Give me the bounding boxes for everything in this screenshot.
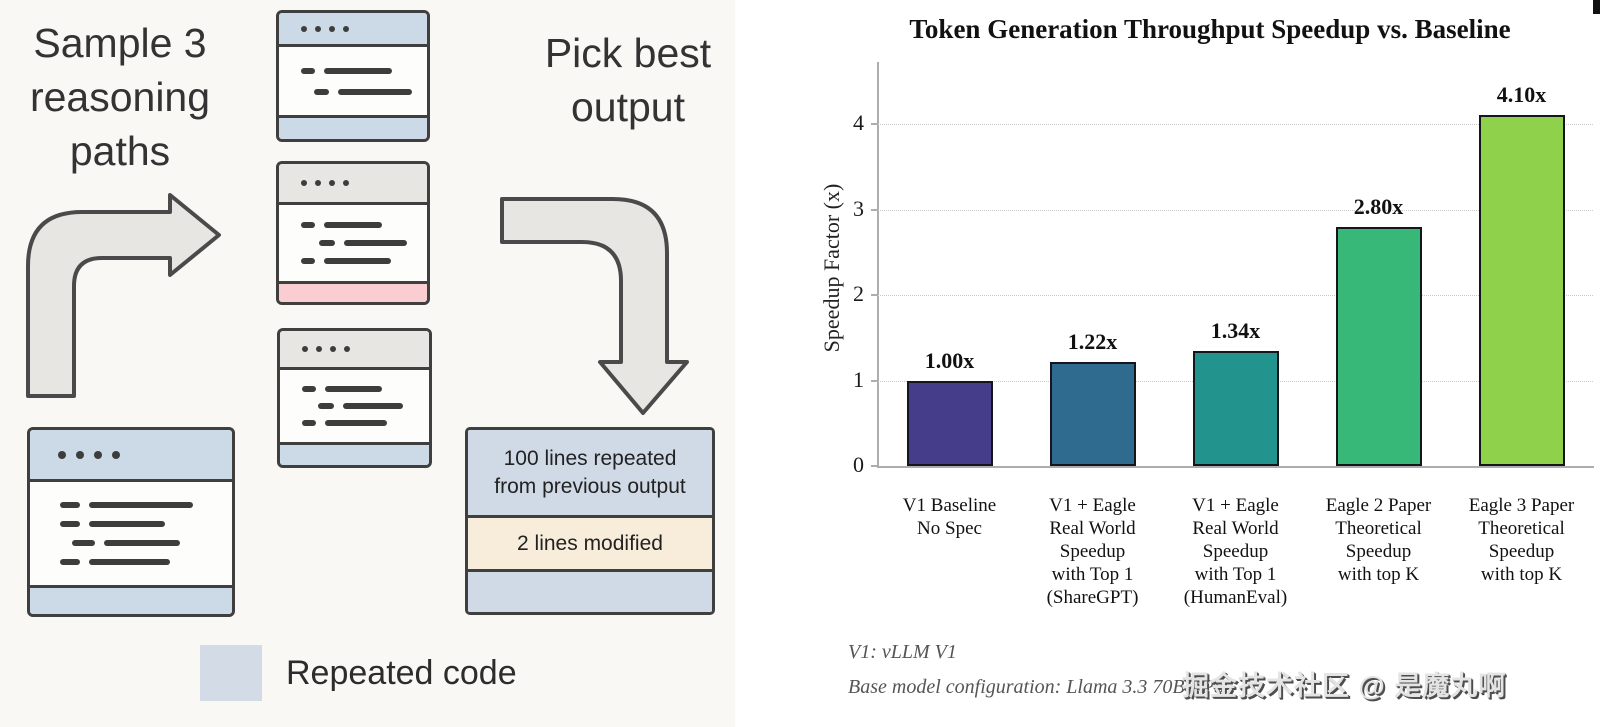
x-tick-label: V1 + Eagle Real World Speedup with Top 1… bbox=[1046, 495, 1139, 608]
bar-value-label: 1.34x bbox=[1210, 318, 1261, 344]
code-card-previous-output bbox=[27, 427, 235, 617]
arrow-down-icon bbox=[500, 197, 689, 415]
repeated-code-footer bbox=[279, 115, 427, 139]
bar bbox=[1478, 115, 1565, 466]
gridline bbox=[878, 209, 1593, 211]
y-axis-spine bbox=[877, 62, 879, 467]
pick-best-output-label: Pick best output bbox=[544, 30, 712, 130]
repeated-code-footer bbox=[30, 585, 232, 614]
legend-label: Repeated code bbox=[286, 654, 517, 692]
code-card-3 bbox=[277, 328, 432, 468]
x-tick-label: V1 Baseline No Spec bbox=[902, 495, 997, 539]
modified-code-footer bbox=[279, 281, 427, 302]
repeated-code-footer bbox=[280, 442, 429, 465]
bar bbox=[1049, 361, 1136, 466]
repeated-lines-section: 100 lines repeated from previous output bbox=[468, 430, 712, 518]
code-card-1 bbox=[276, 10, 430, 142]
chart-note-v1: V1: vLLM V1 bbox=[848, 641, 957, 663]
corner-mark bbox=[1593, 0, 1600, 14]
y-tick-mark bbox=[871, 208, 877, 211]
x-tick-label: Eagle 2 Paper Theoretical Speedup with t… bbox=[1325, 495, 1432, 585]
code-lines bbox=[279, 47, 427, 115]
y-tick-label: 0 bbox=[853, 452, 864, 477]
x-tick-label: V1 + Eagle Real World Speedup with Top 1… bbox=[1183, 495, 1288, 608]
bar-value-label: 4.10x bbox=[1496, 82, 1547, 108]
window-dots bbox=[279, 164, 427, 205]
y-tick-mark bbox=[871, 465, 877, 467]
code-lines bbox=[279, 205, 427, 281]
code-lines bbox=[30, 482, 232, 585]
bar bbox=[1192, 351, 1279, 466]
y-tick-label: 3 bbox=[853, 195, 864, 221]
gridline bbox=[878, 124, 1593, 125]
y-tick-label: 2 bbox=[853, 281, 864, 306]
watermark: 掘金技术社区 @ 是魔丸啊 bbox=[1182, 671, 1507, 701]
bar-value-label: 2.80x bbox=[1353, 193, 1404, 219]
bar-value-label: 1.22x bbox=[1067, 328, 1118, 354]
bar-value-label: 1.00x bbox=[924, 347, 975, 373]
gridline bbox=[878, 295, 1593, 296]
window-dots bbox=[279, 13, 427, 47]
y-tick-mark bbox=[871, 379, 877, 382]
window-dots bbox=[30, 430, 232, 482]
code-lines bbox=[280, 370, 429, 442]
modified-lines-section: 2 lines modified bbox=[468, 518, 712, 572]
best-output-box: 100 lines repeated from previous output … bbox=[465, 427, 715, 615]
bar bbox=[906, 380, 993, 466]
chart-title: Token Generation Throughput Speedup vs. … bbox=[909, 14, 1511, 44]
arrow-right-icon bbox=[26, 193, 221, 398]
y-tick-label: 4 bbox=[853, 110, 864, 135]
reasoning-paths-diagram: Sample 3 reasoning paths Pick best outpu… bbox=[0, 0, 735, 727]
code-card-2 bbox=[276, 161, 430, 305]
flow-arrows bbox=[26, 193, 689, 415]
bar bbox=[1335, 226, 1422, 466]
window-dots bbox=[280, 331, 429, 370]
sample-paths-label: Sample 3 reasoning paths bbox=[29, 20, 211, 174]
y-tick-mark bbox=[871, 294, 877, 296]
chart-note-base-model: Base model configuration: Llama 3.3 70B … bbox=[848, 676, 1225, 698]
y-tick-label: 1 bbox=[853, 366, 864, 392]
repeated-code-swatch bbox=[200, 645, 262, 701]
y-tick-mark bbox=[871, 123, 877, 125]
x-tick-label: Eagle 3 Paper Theoretical Speedup with t… bbox=[1468, 495, 1575, 585]
repeated-lines-bottom-section bbox=[468, 572, 712, 612]
x-axis-spine bbox=[877, 466, 1594, 468]
